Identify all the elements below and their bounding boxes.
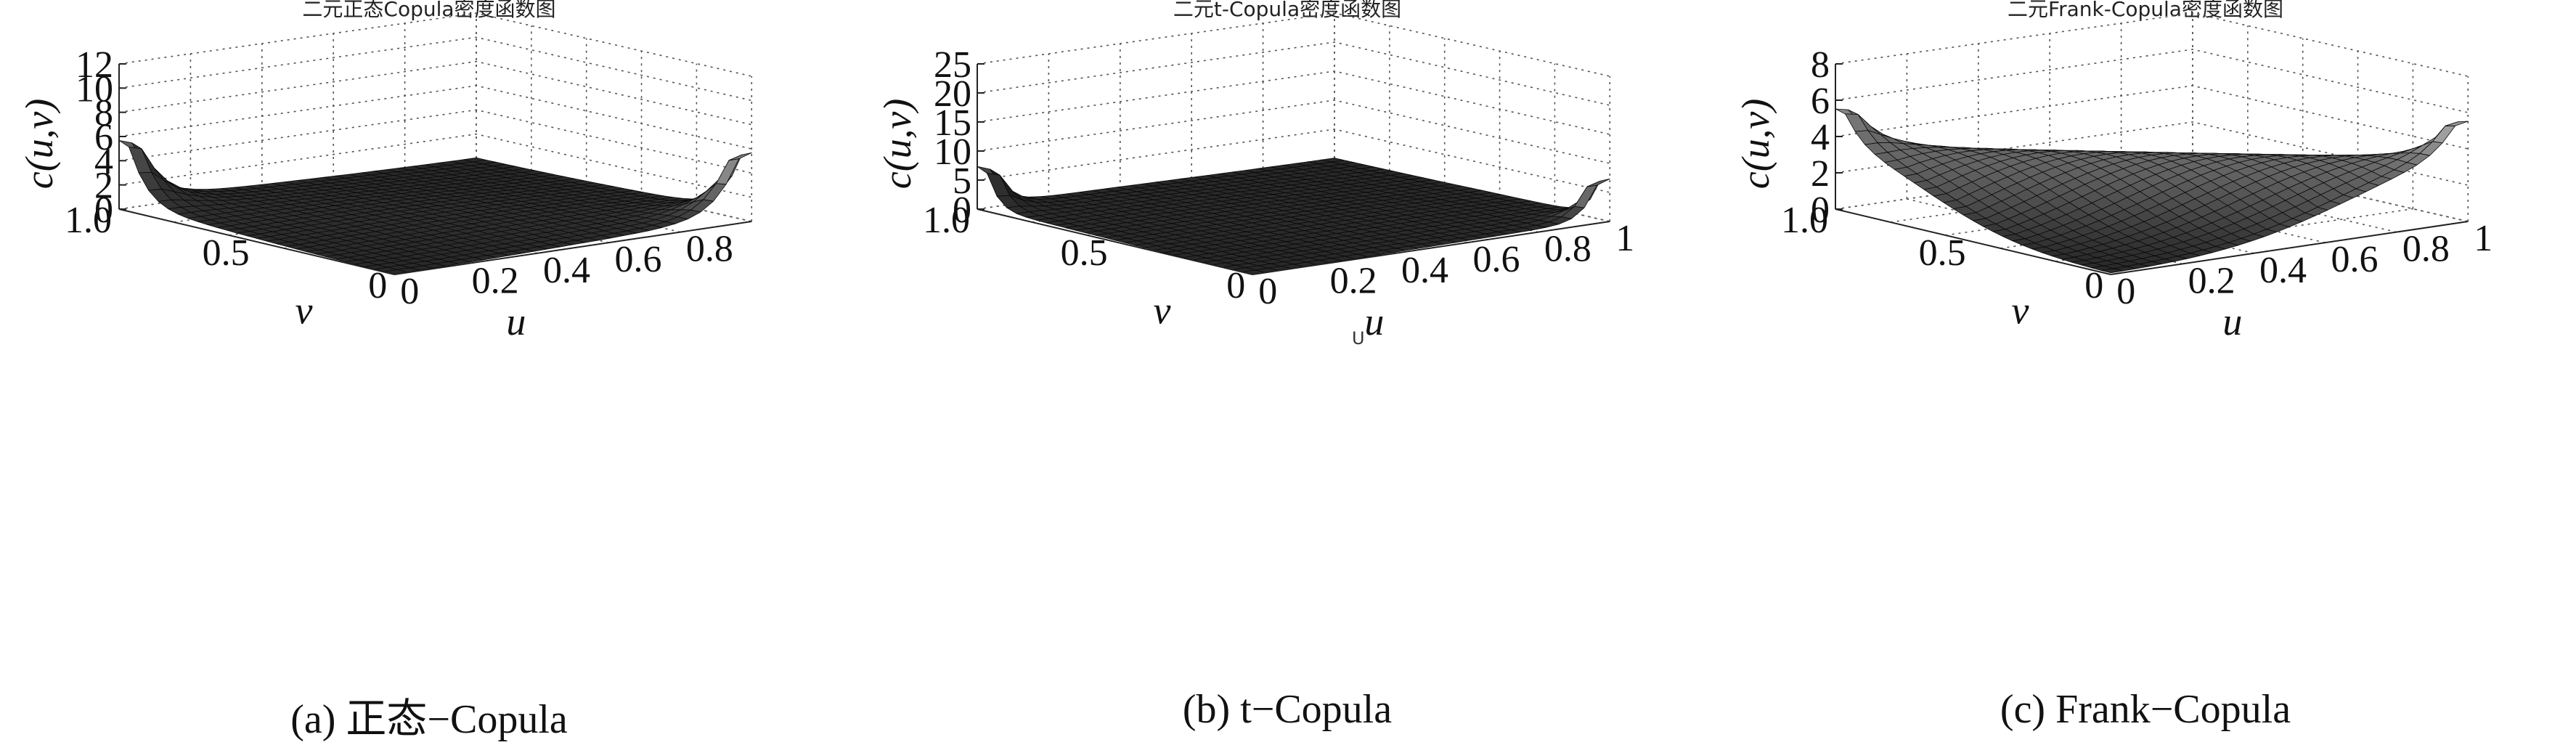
u-tick-label: 0.2 [2188, 260, 2235, 301]
surface-patch [728, 152, 752, 161]
z-tick-label: 25 [934, 44, 971, 86]
panel-normal-copula: 二元正态Copula密度函数图 0 2 4 6 8 10 12 0 0.5 1.0 0 0.2 0.4 0.… [0, 0, 858, 742]
v-tick-label: 1.0 [65, 200, 112, 241]
u-axis-label: u [1364, 300, 1384, 343]
surface-patch [716, 158, 740, 185]
u-tick-label: 0.8 [2402, 229, 2450, 270]
z-axis-label: c(u,v) [17, 99, 61, 189]
density-surface [977, 158, 1610, 275]
v-tick-label: 0.5 [1919, 232, 1966, 274]
z-tick-label: 4 [94, 141, 113, 182]
v-tick-label: 0 [1226, 265, 1245, 306]
z-tick-label: 5 [953, 160, 971, 202]
panel-frank-copula: 二元Frank-Copula密度函数图 0 2 4 6 8 0 0.5 1.0 0 0.2 0.4 0.… [1716, 0, 2575, 741]
density-surface [1835, 108, 2469, 274]
z-grid-line [1835, 85, 2469, 150]
v-tick-label: 0 [368, 265, 387, 306]
z-tick-label: 15 [934, 102, 971, 144]
v-tick-label: 0.5 [1061, 232, 1108, 274]
u-tick-label: 1 [2474, 218, 2493, 259]
z-grid-line [977, 70, 1610, 135]
z-tick-label: 2 [1811, 153, 1830, 195]
u-axis-label: u [2222, 300, 2242, 343]
z-grid-line [118, 12, 752, 77]
z-tick-label: 20 [934, 73, 971, 115]
u-tick-label: 0 [1258, 271, 1277, 312]
z-grid-line [118, 85, 752, 150]
v-axis-line [977, 208, 1253, 275]
surface-patch [2445, 121, 2469, 126]
v-tick-label: 0 [2084, 265, 2103, 306]
z-tick-label: 8 [94, 93, 113, 134]
z-grid-line [1835, 49, 2469, 113]
u-tick-label: 0.2 [472, 260, 519, 301]
u-tick-label: 0.2 [1330, 260, 1377, 301]
v-axis-line [118, 208, 395, 275]
z-tick-label: 0 [1811, 190, 1830, 231]
z-tick-label: 2 [94, 166, 113, 207]
u-tick-label: 1 [1615, 218, 1634, 259]
z-grid-line [118, 109, 752, 174]
z-tick-label: 0 [94, 190, 113, 231]
u-tick-label: 0.6 [1472, 239, 1520, 280]
u-tick-label: 0.6 [2331, 239, 2378, 280]
v-tick-label: 0.5 [203, 232, 250, 274]
z-grid-line [118, 36, 752, 102]
v-axis-label: v [2011, 289, 2029, 333]
z-tick-label: 6 [1811, 81, 1830, 122]
v-axis-line [1835, 208, 2111, 275]
v-axis-label: v [1153, 289, 1170, 333]
stray-mark: U [1352, 328, 1365, 349]
chart-title: 二元t-Copula密度函数图 [1173, 0, 1401, 21]
z-grid-line [977, 12, 1610, 77]
v-tick-label: 1.0 [923, 200, 970, 241]
caption-normal-copula: (a) 正态−Copula [290, 697, 568, 742]
chart-title: 二元Frank-Copula密度函数图 [2008, 0, 2283, 21]
caption-frank-copula: (c) Frank−Copula [2000, 687, 2291, 732]
u-tick-label: 0.8 [1544, 229, 1591, 270]
z-tick-label: 12 [76, 44, 113, 86]
surface-patch [1574, 184, 1598, 208]
z-tick-label: 10 [934, 131, 971, 173]
u-tick-label: 0.4 [1401, 250, 1448, 291]
z-tick-label: 6 [94, 117, 113, 158]
z-grid-line [1835, 12, 2469, 77]
z-axis-label: c(u,v) [1734, 99, 1777, 189]
z-grid-line [977, 129, 1610, 193]
surface-patch [2432, 125, 2456, 144]
u-axis-label: u [506, 300, 526, 343]
u-tick-label: 0.4 [543, 250, 590, 291]
u-tick-label: 0 [2116, 271, 2135, 312]
z-tick-label: 8 [1811, 44, 1830, 86]
z-grid-line [977, 99, 1610, 164]
caption-t-copula: (b) t−Copula [1182, 687, 1393, 732]
u-tick-label: 0.6 [614, 239, 661, 280]
z-tick-label: 0 [953, 190, 971, 231]
z-grid-line [118, 133, 752, 198]
z-grid-line [977, 41, 1610, 106]
u-axis-line [2111, 221, 2469, 275]
density-surface [118, 139, 752, 274]
panel-t-copula: 二元t-Copula密度函数图 0 5 10 15 20 25 0 0.5 1.0 0 0.2 0.4 0… [858, 0, 1716, 741]
u-tick-label: 0.8 [686, 229, 733, 270]
z-tick-label: 4 [1811, 117, 1830, 158]
v-tick-label: 1.0 [1781, 200, 1828, 241]
z-axis-label: c(u,v) [876, 99, 919, 189]
surface-patch [1586, 178, 1610, 187]
z-grid-line [118, 60, 752, 126]
u-tick-label: 0 [400, 271, 419, 312]
u-axis-line [394, 221, 752, 275]
z-tick-label: 10 [76, 68, 113, 110]
u-tick-label: 0.4 [2259, 250, 2307, 291]
v-axis-label: v [295, 289, 312, 333]
chart-title: 二元正态Copula密度函数图 [302, 0, 555, 21]
u-axis-line [1252, 221, 1610, 275]
